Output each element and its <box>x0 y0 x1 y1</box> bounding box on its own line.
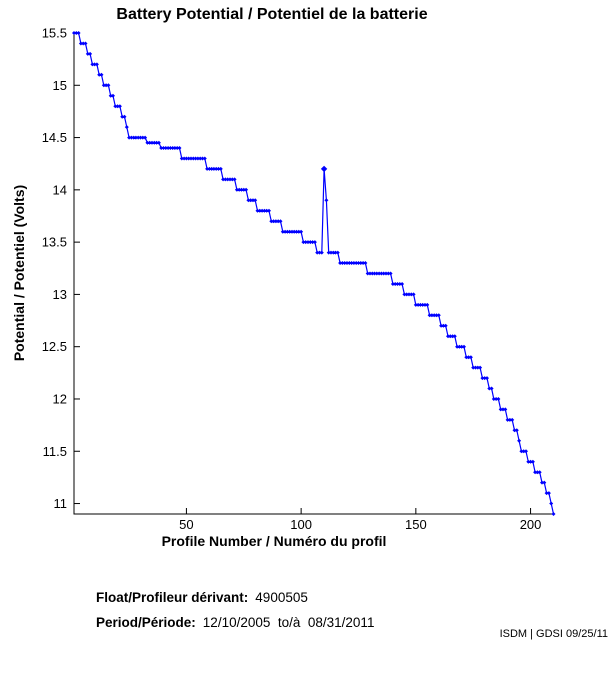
x-axis-ticks: 50 100 150 200 <box>179 508 541 532</box>
axes <box>73 33 554 515</box>
float-id-line: Float/Profileur dérivant: 4900505 <box>81 575 308 620</box>
y-tick-label: 15 <box>53 78 67 93</box>
y-tick-label: 11.5 <box>43 444 67 459</box>
period-line: Period/Période: 12/10/2005 to/à 08/31/201… <box>81 600 374 645</box>
float-id-value: 4900505 <box>255 590 308 605</box>
float-id-label: Float/Profileur dérivant: <box>96 590 249 605</box>
x-tick-label: 150 <box>405 517 427 532</box>
y-axis-ticks: 11 11.5 12 12.5 13 13.5 14 14.5 15 15.5 <box>42 26 80 511</box>
isdm-gdsi-watermark: ISDM | GDSI 09/25/11 <box>499 628 608 640</box>
y-tick-label: 13.5 <box>42 235 67 250</box>
y-tick-label: 11 <box>54 496 68 511</box>
data-series-line <box>74 32 555 515</box>
y-tick-label: 14.5 <box>42 130 67 145</box>
spike-marker <box>320 165 328 173</box>
y-tick-label: 12 <box>53 391 67 406</box>
x-tick-label: 50 <box>179 517 193 532</box>
x-tick-label: 200 <box>520 517 542 532</box>
y-tick-label: 13 <box>53 287 67 302</box>
y-tick-label: 14 <box>53 182 67 197</box>
chart-title: Battery Potential / Potentiel de la batt… <box>116 6 428 23</box>
y-tick-label: 12.5 <box>42 339 67 354</box>
data-series-markers <box>72 31 556 516</box>
axis-lines <box>73 33 554 515</box>
period-value: 12/10/2005 to/à 08/31/2011 <box>202 615 375 630</box>
period-label: Period/Période: <box>96 615 196 630</box>
y-tick-label: 15.5 <box>42 26 67 41</box>
x-axis-label: Profile Number / Numéro du profil <box>161 533 387 549</box>
x-tick-label: 100 <box>290 517 312 532</box>
